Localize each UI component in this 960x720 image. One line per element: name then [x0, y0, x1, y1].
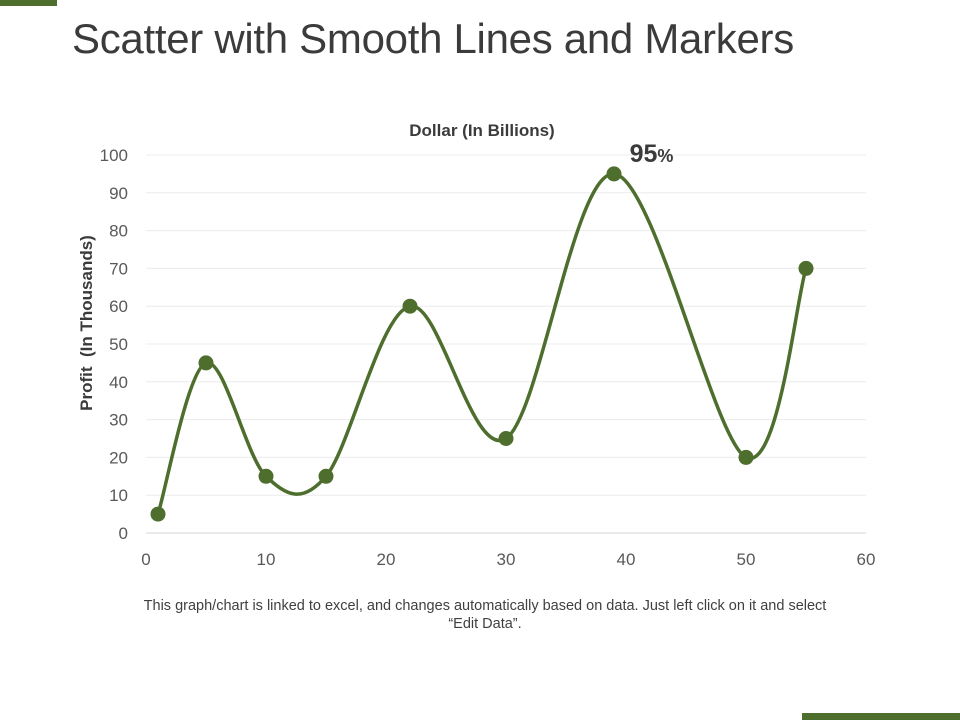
y-tick-label: 90: [109, 184, 128, 203]
y-tick-label: 70: [109, 259, 128, 278]
data-point[interactable]: [258, 468, 274, 484]
data-point[interactable]: [318, 468, 334, 484]
data-markers: [150, 166, 814, 522]
y-tick-label: 10: [109, 486, 128, 505]
gridlines: [146, 154, 866, 534]
x-tick-label: 30: [497, 550, 516, 569]
y-tick-label: 80: [109, 222, 128, 241]
y-tick-label: 30: [109, 411, 128, 430]
y-tick-label: 60: [109, 297, 128, 316]
annotation-layer: 95%: [630, 140, 674, 168]
y-tick-label: 40: [109, 373, 128, 392]
y-tick-label: 100: [100, 146, 128, 165]
chart-title: Dollar (In Billions): [409, 121, 554, 140]
y-tick-label: 0: [119, 524, 128, 543]
data-point[interactable]: [150, 506, 166, 522]
x-tick-label: 60: [857, 550, 876, 569]
data-point[interactable]: [198, 355, 214, 371]
x-tick-label: 10: [257, 550, 276, 569]
annotation-label: 95%: [630, 140, 674, 168]
x-tick-label: 40: [617, 550, 636, 569]
x-tick-labels: 0 10 20 30 40 50 60: [141, 550, 875, 569]
top-accent-bar: [0, 0, 57, 6]
x-tick-label: 0: [141, 550, 150, 569]
x-tick-label: 20: [377, 550, 396, 569]
data-point[interactable]: [738, 449, 754, 465]
data-point[interactable]: [402, 298, 418, 314]
data-point[interactable]: [606, 166, 622, 182]
data-point[interactable]: [498, 431, 514, 446]
x-tick-label: 50: [737, 550, 756, 569]
y-tick-label: 20: [109, 448, 128, 467]
y-tick-labels: 0 10 20 30 40 50 60 70 80 90 100: [100, 146, 128, 543]
data-point[interactable]: [798, 260, 814, 276]
bottom-accent-bar: [802, 713, 960, 720]
series-smooth-line: [156, 172, 808, 515]
slide-title: Scatter with Smooth Lines and Markers: [72, 15, 794, 62]
y-tick-label: 50: [109, 335, 128, 354]
footnote: This graph/chart is linked to excel, and…: [143, 598, 827, 632]
y-axis-label: Profit (In Thousands): [77, 235, 96, 411]
